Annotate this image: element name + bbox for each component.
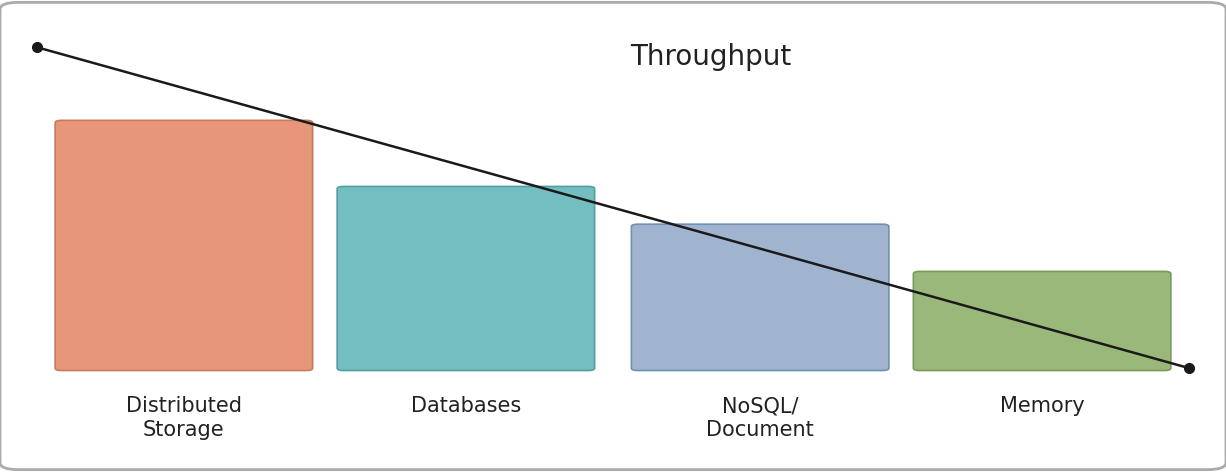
FancyBboxPatch shape xyxy=(913,271,1171,371)
FancyBboxPatch shape xyxy=(337,186,595,371)
Text: Databases: Databases xyxy=(411,396,521,416)
Text: Distributed
Storage: Distributed Storage xyxy=(126,396,242,440)
Text: Memory: Memory xyxy=(999,396,1085,416)
Text: Throughput: Throughput xyxy=(630,42,792,71)
FancyBboxPatch shape xyxy=(631,224,889,371)
Text: NoSQL/
Document: NoSQL/ Document xyxy=(706,396,814,440)
FancyBboxPatch shape xyxy=(55,120,313,371)
